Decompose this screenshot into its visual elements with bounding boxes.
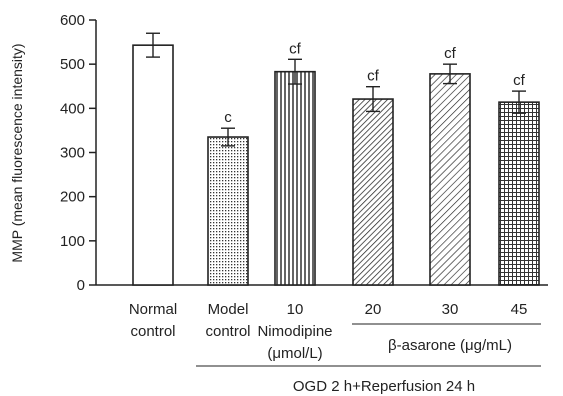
x-tick-label: Model <box>208 301 249 318</box>
significance-label: c <box>224 109 232 126</box>
significance-label: cf <box>444 45 457 62</box>
significance-label: cf <box>513 72 526 89</box>
bar <box>207 136 249 286</box>
x-tick-label: control <box>205 323 250 340</box>
y-tick-label: 600 <box>60 12 85 29</box>
bar <box>352 98 394 286</box>
beta-asarone-label: β-asarone (μg/mL) <box>388 337 512 354</box>
y-tick-label: 0 <box>77 277 85 294</box>
bar <box>429 73 471 286</box>
y-tick-label: 300 <box>60 145 85 162</box>
significance-label: cf <box>289 40 302 57</box>
y-tick-label: 100 <box>60 233 85 250</box>
bars: c cf cf cf cf <box>132 32 540 286</box>
y-tick-label: 400 <box>60 100 85 117</box>
x-labels: Normal control Model control 10 Nimodipine (μm… <box>129 301 528 362</box>
ogd-label: OGD 2 h+Reperfusion 24 h <box>293 378 475 395</box>
x-tick-label: control <box>130 323 175 340</box>
significance-label: cf <box>367 68 380 85</box>
bar <box>274 70 316 286</box>
y-axis-label: MMP (mean fluorescence intensity) <box>9 43 25 262</box>
x-tick-label: 45 <box>511 301 528 318</box>
bar <box>132 44 174 286</box>
y-ticks: 0 100 200 300 400 500 600 <box>60 12 96 294</box>
x-tick-label: 20 <box>365 301 382 318</box>
bar <box>498 101 540 286</box>
x-tick-label: Normal <box>129 301 177 318</box>
x-tick-label: 10 <box>287 301 304 318</box>
x-tick-label: Nimodipine <box>257 323 332 340</box>
y-axis: 0 100 200 300 400 500 600 MMP (mean fluorescen… <box>9 12 97 294</box>
x-tick-label: (μmol/L) <box>267 345 322 362</box>
y-tick-label: 500 <box>60 56 85 73</box>
group-brackets: β-asarone (μg/mL) OGD 2 h+Reperfusion 24… <box>196 323 541 395</box>
x-tick-label: 30 <box>442 301 459 318</box>
y-tick-label: 200 <box>60 189 85 206</box>
